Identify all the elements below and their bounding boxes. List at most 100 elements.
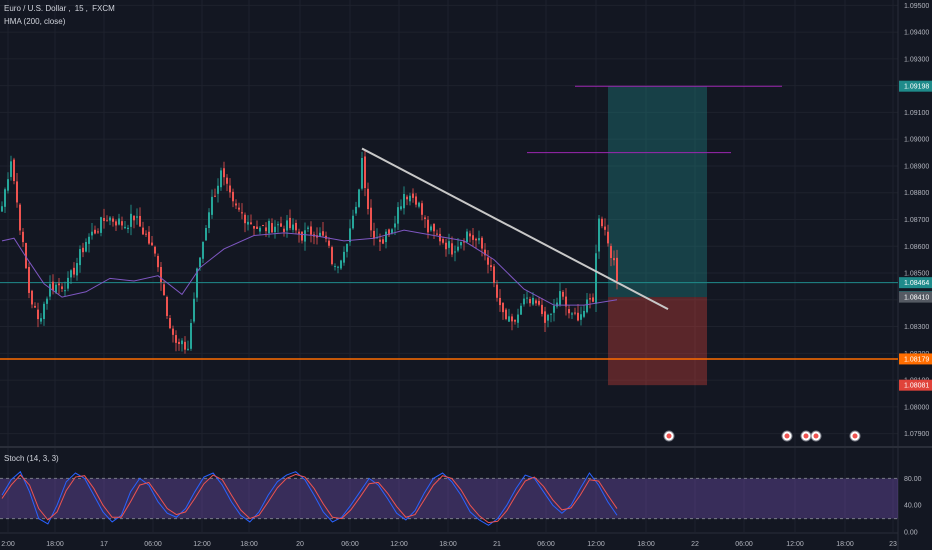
candle	[163, 280, 165, 296]
candle	[424, 215, 426, 228]
time-tick-label: 06:00	[144, 541, 162, 548]
candle-body	[616, 257, 618, 282]
candle	[76, 257, 78, 281]
candle-body	[304, 230, 306, 242]
candle-body	[148, 231, 150, 244]
price-label-tag	[899, 80, 932, 92]
candle	[319, 227, 321, 237]
economic-event-icon[interactable]	[800, 430, 812, 442]
candle	[277, 221, 279, 233]
candle-body	[28, 266, 30, 293]
candle	[490, 257, 492, 271]
candle	[43, 301, 45, 326]
candle	[373, 222, 375, 246]
candle	[217, 178, 219, 203]
candle	[172, 325, 174, 343]
candle	[436, 229, 438, 236]
candle-body	[268, 220, 270, 234]
candle	[91, 223, 93, 240]
candle	[478, 230, 480, 245]
candle-body	[412, 193, 414, 198]
candle-body	[91, 231, 93, 236]
candle	[364, 149, 366, 197]
candle-body	[517, 314, 519, 323]
candle	[7, 172, 9, 194]
price-tick-label: 1.08600	[904, 244, 929, 251]
economic-event-icon[interactable]	[781, 430, 793, 442]
candle	[262, 224, 264, 227]
economic-event-icon[interactable]	[849, 430, 861, 442]
candle	[442, 237, 444, 245]
price-tick-label: 1.09100	[904, 110, 929, 117]
candle-body	[562, 291, 564, 297]
candle	[508, 308, 510, 322]
candle-body	[16, 181, 18, 203]
candle-body	[538, 300, 540, 305]
candle	[289, 209, 291, 231]
indicator-label[interactable]: HMA (200, close)	[4, 17, 66, 26]
candle-body	[205, 227, 207, 241]
candle-body	[487, 257, 489, 265]
candle	[556, 297, 558, 309]
candle	[571, 312, 573, 320]
candle	[496, 280, 498, 302]
candle	[538, 296, 540, 307]
candle	[145, 230, 147, 237]
candle	[250, 214, 252, 225]
candle	[61, 283, 63, 292]
candle-body	[451, 243, 453, 255]
candle-body	[283, 228, 285, 232]
candle-body	[424, 217, 426, 219]
candle-body	[610, 245, 612, 259]
candle-body	[532, 297, 534, 305]
candle-body	[457, 246, 459, 251]
candle	[28, 262, 30, 299]
candle	[247, 215, 249, 231]
candle-body	[10, 161, 12, 177]
economic-event-icon[interactable]	[810, 430, 822, 442]
candle-body	[547, 314, 549, 321]
candle	[313, 231, 315, 245]
candle-body	[607, 231, 609, 244]
candle-body	[493, 266, 495, 283]
candle-body	[349, 228, 351, 243]
candle	[529, 296, 531, 307]
time-tick-label: 06:00	[537, 541, 555, 548]
candle	[268, 218, 270, 238]
stoch-label[interactable]: Stoch (14, 3, 3)	[4, 454, 59, 463]
candle	[4, 187, 6, 213]
candle	[133, 215, 135, 229]
candle	[544, 306, 546, 333]
candle	[106, 215, 108, 222]
candle	[166, 295, 168, 320]
candle	[457, 237, 459, 253]
candle-body	[103, 218, 105, 221]
candle	[355, 201, 357, 216]
time-tick-label: 22	[691, 541, 699, 548]
hma-line	[1, 229, 618, 306]
price-tick-label: 1.08900	[904, 163, 929, 170]
candle	[19, 203, 21, 236]
candle-body	[154, 246, 156, 254]
candle-body	[355, 206, 357, 214]
candle	[418, 201, 420, 209]
time-tick-label: 12:00	[390, 541, 408, 548]
economic-event-icon[interactable]	[663, 430, 675, 442]
candle-body	[187, 348, 189, 350]
candle	[241, 203, 243, 220]
candle	[580, 306, 582, 326]
candle-body	[286, 220, 288, 231]
candle-body	[400, 206, 402, 210]
candle-body	[565, 296, 567, 307]
candle	[535, 298, 537, 306]
candle	[148, 226, 150, 245]
candle	[445, 238, 447, 257]
candle	[130, 204, 132, 236]
candle-body	[244, 214, 246, 224]
candle	[565, 288, 567, 316]
candle	[208, 208, 210, 234]
candle-body	[445, 242, 447, 250]
candle-body	[586, 299, 588, 313]
candle	[67, 271, 69, 292]
